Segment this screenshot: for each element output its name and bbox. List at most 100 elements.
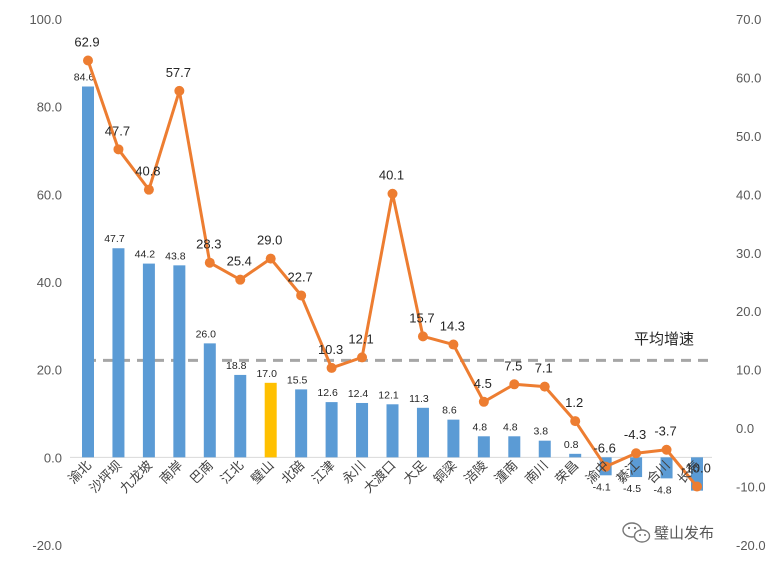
bar	[325, 402, 338, 458]
category-label: 江北	[217, 458, 246, 487]
bar-labels: 84.6 47.7 44.2 43.8 26.0 18.8 17.0 15.5 12.6 12.4…	[74, 72, 672, 497]
bar-data-label: 12.1	[378, 389, 399, 401]
bar-data-label: 44.2	[135, 249, 156, 261]
bar	[538, 440, 551, 458]
right-tick-label: 30.0	[736, 246, 761, 261]
left-tick-label: 80.0	[37, 100, 62, 115]
line-point	[83, 55, 93, 66]
line-data-label: 12.1	[348, 331, 373, 346]
line-data-label: 62.9	[74, 34, 99, 49]
bar-data-label: 84.6	[74, 72, 95, 84]
bar-data-label: -4.8	[654, 484, 672, 496]
bar-data-label: 15.5	[287, 374, 308, 386]
line-data-label: 7.5	[504, 358, 522, 373]
growth-line	[83, 55, 702, 492]
bar-data-label: 12.6	[317, 387, 338, 399]
line-data-label: 25.4	[227, 254, 252, 269]
line-data-label: 28.3	[196, 237, 221, 252]
bar-data-label: 47.7	[104, 233, 125, 245]
line-data-label: -6.6	[593, 441, 615, 456]
line-data-label: -3.7	[654, 424, 676, 439]
bar	[203, 343, 216, 458]
right-tick-label: -20.0	[736, 538, 766, 553]
line-data-label: 57.7	[166, 65, 191, 80]
average-label: 平均增速	[634, 331, 694, 348]
right-tick-label: 60.0	[736, 70, 761, 85]
bar-data-label: 18.8	[226, 360, 247, 372]
bar-data-label: 17.0	[256, 368, 277, 380]
line-point	[235, 274, 246, 285]
bar	[416, 407, 429, 458]
line-data-label: 40.1	[379, 168, 404, 183]
bar-data-label: 43.8	[165, 250, 186, 262]
line-labels: 62.9 47.7 40.8 57.7 28.3 25.4 29.0 22.7 10.3 12.1…	[74, 34, 710, 475]
line-data-label: 7.1	[535, 361, 553, 376]
category-label: 巴南	[187, 458, 216, 487]
right-tick-label: 20.0	[736, 304, 761, 319]
line-data-label: 1.2	[565, 395, 583, 410]
line-point	[478, 396, 489, 407]
line-point	[661, 444, 672, 455]
bar-data-label: 12.4	[348, 388, 369, 400]
bar-data-label: 3.8	[533, 426, 548, 438]
line-point	[296, 290, 307, 301]
line-data-label: 10.3	[318, 342, 343, 357]
line-point	[174, 85, 185, 96]
bar-data-label: 26.0	[196, 328, 217, 340]
category-label: 大渡口	[360, 458, 398, 496]
bar-data-label: -4.1	[593, 481, 611, 493]
bar	[630, 457, 643, 478]
line-data-label: 15.7	[409, 310, 434, 325]
category-label: 大足	[400, 458, 429, 487]
line-data-label: 29.0	[257, 233, 282, 248]
bar	[356, 402, 369, 458]
category-label: 九龙坡	[117, 458, 155, 496]
watermark-text: 璧山发布	[654, 524, 714, 542]
line-data-label: -10.0	[681, 461, 711, 476]
bar-data-label: 4.8	[503, 421, 518, 433]
bar-data-label: 4.8	[473, 421, 488, 433]
left-tick-label: 60.0	[37, 187, 62, 202]
right-tick-label: 0.0	[736, 421, 754, 436]
bar-data-label: 0.8	[564, 439, 579, 451]
line-point	[357, 352, 368, 363]
line-point	[600, 461, 611, 472]
line-point	[692, 481, 702, 492]
left-tick-label: 40.0	[37, 275, 62, 290]
line-data-label: 40.8	[135, 164, 160, 179]
bar	[447, 419, 460, 458]
category-label: 涪陵	[461, 458, 490, 487]
bar	[508, 436, 521, 458]
line-data-label: 14.3	[440, 319, 465, 334]
left-tick-label: 0.0	[44, 450, 62, 465]
line-point	[143, 184, 154, 195]
bar	[569, 453, 582, 458]
watermark: 璧山发布	[622, 522, 714, 543]
line-point	[417, 331, 428, 342]
category-label: 荣昌	[552, 458, 581, 487]
left-tick-label: -20.0	[32, 538, 62, 553]
category-label: 南川	[522, 458, 551, 487]
right-tick-label: 50.0	[736, 129, 761, 144]
line-data-label: 4.5	[474, 376, 492, 391]
bar	[477, 436, 490, 458]
line-point	[448, 339, 459, 350]
right-tick-label: 70.0	[736, 12, 761, 27]
line-point	[113, 144, 124, 155]
bar-data-label: -4.5	[623, 483, 641, 495]
category-label: 江津	[309, 458, 338, 487]
bar	[264, 382, 277, 458]
right-tick-label: -10.0	[736, 480, 766, 495]
left-axis: -20.0 0.0 20.0 40.0 60.0 80.0 100.0	[29, 12, 62, 553]
bar-data-label: 11.3	[409, 393, 429, 405]
category-label: 潼南	[491, 458, 520, 487]
category-label: 南岸	[156, 458, 185, 487]
line-data-label: -4.3	[624, 427, 646, 442]
line-point	[509, 379, 520, 390]
bar	[234, 374, 247, 458]
bar	[142, 263, 155, 458]
category-label: 北碚	[278, 458, 307, 487]
line-point	[539, 381, 550, 392]
left-tick-label: 20.0	[37, 363, 62, 378]
